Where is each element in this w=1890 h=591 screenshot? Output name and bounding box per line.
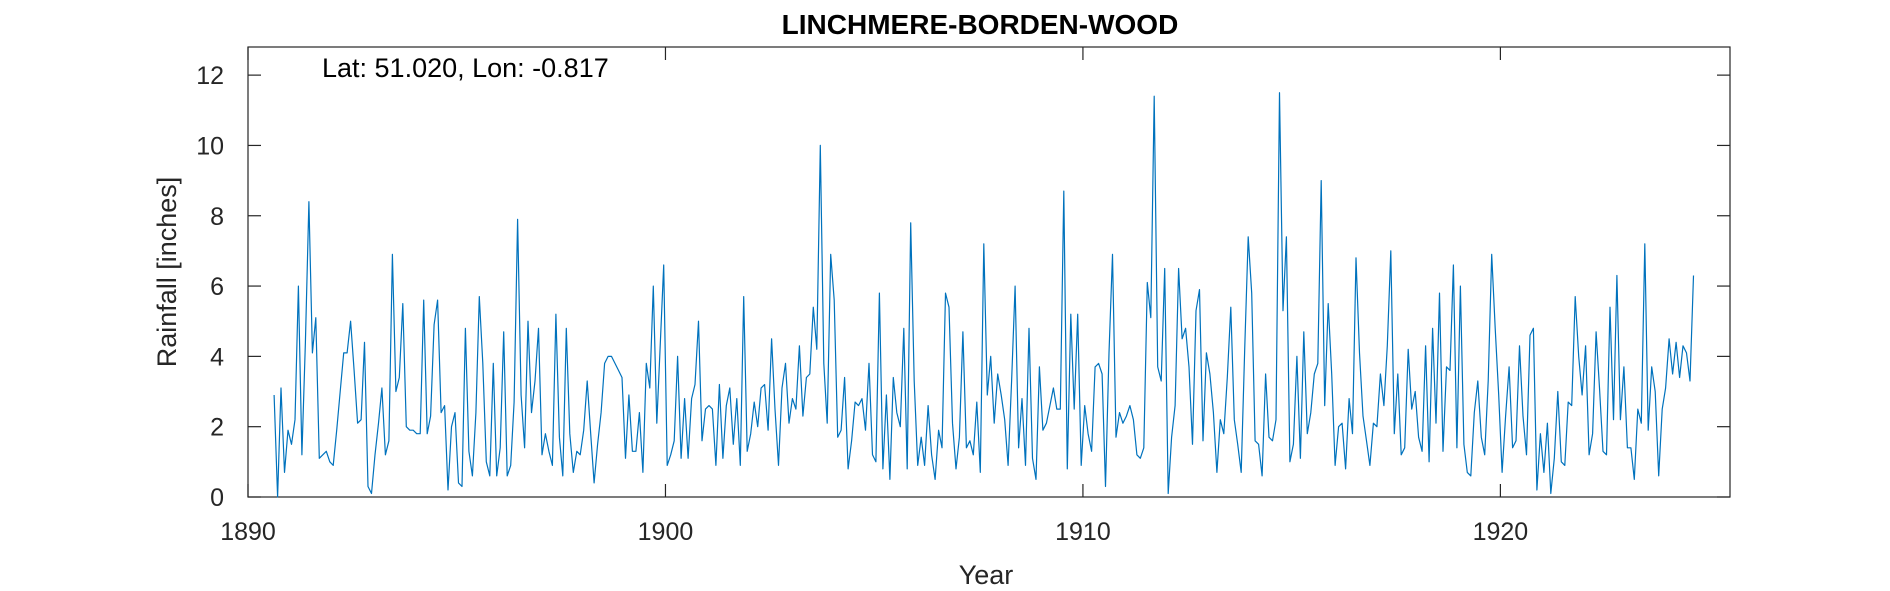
x-tick-label: 1890	[220, 518, 276, 546]
y-tick-label: 4	[210, 343, 224, 371]
y-tick-label: 0	[210, 484, 224, 512]
x-tick-label: 1920	[1473, 518, 1529, 546]
y-tick-label: 12	[196, 62, 224, 90]
y-tick-label: 6	[210, 273, 224, 301]
y-tick-label: 8	[210, 203, 224, 231]
y-tick-label: 10	[196, 132, 224, 160]
axes-box	[247, 46, 1731, 498]
axis-ticks	[247, 47, 1730, 498]
x-tick-label: 1900	[638, 518, 694, 546]
rainfall-series-line	[273, 92, 1695, 498]
x-tick-label: 1910	[1055, 518, 1111, 546]
plot-area	[247, 46, 1731, 498]
tick-labels: 1890 1900 1910 1920 0 2 4 6 8 10 12	[196, 62, 1528, 546]
y-axis-label: Rainfall [inches]	[152, 177, 182, 368]
chart-title: LINCHMERE-BORDEN-WOOD	[782, 9, 1179, 40]
x-axis-label: Year	[959, 560, 1014, 590]
y-tick-label: 2	[210, 414, 224, 442]
location-annotation: Lat: 51.020, Lon: -0.817	[322, 53, 609, 83]
